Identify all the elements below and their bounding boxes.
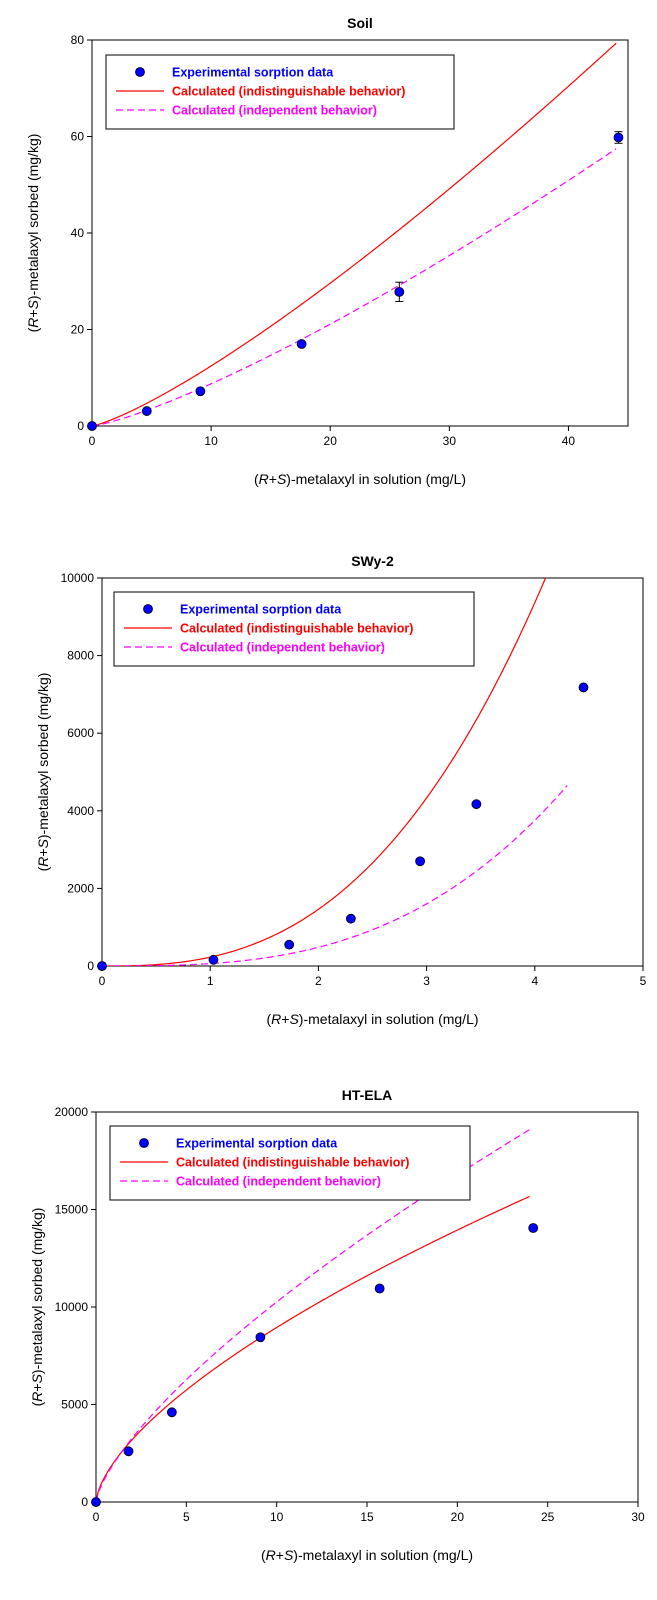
legend-label-independent: Calculated (independent behavior) bbox=[176, 1175, 381, 1189]
y-tick-label: 8000 bbox=[67, 649, 94, 663]
legend-label-indistinguishable: Calculated (indistinguishable behavior) bbox=[172, 85, 405, 99]
chart-title: Soil bbox=[347, 15, 373, 31]
curve-indistinguishable bbox=[92, 42, 617, 426]
data-point bbox=[578, 682, 589, 693]
legend-marker-experimental bbox=[135, 67, 145, 77]
legend-label-experimental: Experimental sorption data bbox=[176, 1137, 338, 1151]
x-axis-label: (R+S)-metalaxyl in solution (mg/L) bbox=[254, 471, 466, 487]
chart-title: HT-ELA bbox=[342, 1087, 393, 1103]
data-point bbox=[166, 1407, 177, 1418]
data-point bbox=[87, 421, 97, 431]
x-tick-label: 2 bbox=[315, 974, 322, 988]
x-tick-label: 20 bbox=[451, 1510, 465, 1524]
y-tick-label: 0 bbox=[81, 1495, 88, 1509]
x-tick-label: 1 bbox=[207, 974, 214, 988]
data-point bbox=[91, 1497, 101, 1507]
x-tick-label: 30 bbox=[631, 1510, 645, 1524]
data-point bbox=[195, 386, 206, 397]
data-point bbox=[394, 286, 405, 297]
legend-marker-experimental bbox=[143, 604, 153, 614]
legend-label-independent: Calculated (independent behavior) bbox=[180, 641, 385, 655]
legend-box bbox=[105, 54, 455, 130]
curve-independent bbox=[92, 148, 617, 426]
curve-independent bbox=[102, 785, 568, 966]
x-tick-label: 5 bbox=[640, 974, 647, 988]
data-point bbox=[141, 406, 152, 416]
x-tick-label: 15 bbox=[360, 1510, 374, 1524]
legend-label-independent: Calculated (independent behavior) bbox=[172, 104, 377, 118]
x-tick-label: 10 bbox=[270, 1510, 284, 1524]
y-tick-label: 10000 bbox=[61, 571, 95, 585]
y-tick-label: 15000 bbox=[55, 1203, 89, 1217]
x-tick-label: 0 bbox=[89, 434, 96, 448]
chart-panel-1: Soil 0 10 20 30 40 0 20 40 60 80 (R+S)-metalaxyl in… bbox=[25, 15, 629, 487]
data-point bbox=[123, 1446, 134, 1457]
y-tick-label: 0 bbox=[77, 419, 84, 433]
x-tick-label: 0 bbox=[93, 1510, 100, 1524]
data-point bbox=[415, 856, 426, 867]
x-tick-label: 40 bbox=[562, 434, 576, 448]
x-axis-label: (R+S)-metalaxyl in solution (mg/L) bbox=[261, 1547, 473, 1563]
x-axis-label: (R+S)-metalaxyl in solution (mg/L) bbox=[266, 1011, 478, 1027]
x-tick-label: 4 bbox=[531, 974, 538, 988]
y-tick-label: 5000 bbox=[61, 1398, 88, 1412]
plot-frame bbox=[101, 577, 644, 967]
y-axis-label: (R+S)-metalaxyl sorbed (mg/kg) bbox=[25, 134, 41, 333]
data-point bbox=[97, 961, 107, 971]
y-tick-label: 20 bbox=[71, 323, 85, 337]
x-tick-label: 25 bbox=[541, 1510, 555, 1524]
legend-label-indistinguishable: Calculated (indistinguishable behavior) bbox=[176, 1156, 409, 1170]
y-tick-label: 0 bbox=[87, 959, 94, 973]
y-tick-label: 10000 bbox=[55, 1300, 89, 1314]
data-point bbox=[471, 799, 482, 810]
data-point bbox=[528, 1223, 539, 1233]
x-tick-label: 30 bbox=[443, 434, 457, 448]
legend-box bbox=[109, 1125, 471, 1201]
x-tick-label: 0 bbox=[99, 974, 106, 988]
y-axis-label: (R+S)-metalaxyl sorbed (mg/kg) bbox=[35, 673, 51, 872]
y-tick-label: 6000 bbox=[67, 726, 94, 740]
x-tick-label: 5 bbox=[183, 1510, 190, 1524]
legend-box bbox=[113, 591, 475, 667]
y-tick-label: 2000 bbox=[67, 881, 94, 895]
chart-title: SWy-2 bbox=[351, 553, 394, 569]
legend-label-indistinguishable: Calculated (indistinguishable behavior) bbox=[180, 622, 413, 636]
legend-marker-experimental bbox=[139, 1138, 149, 1148]
y-tick-label: 20000 bbox=[55, 1105, 89, 1119]
data-point bbox=[255, 1332, 266, 1343]
chart-panel-2: SWy-2 0 1 2 3 4 5 0 2000 4000 6000 8000 10000 (R+S)-m… bbox=[35, 553, 647, 1027]
x-tick-label: 20 bbox=[324, 434, 338, 448]
y-tick-label: 4000 bbox=[67, 804, 94, 818]
chart-panel-3: HT-ELA 0 5 10 15 20 25 30 0 5000 10000 15000 20000 (R… bbox=[29, 1087, 645, 1563]
legend-label-experimental: Experimental sorption data bbox=[172, 66, 334, 80]
data-point bbox=[284, 939, 295, 950]
y-tick-label: 80 bbox=[71, 33, 85, 47]
legend-label-experimental: Experimental sorption data bbox=[180, 603, 342, 617]
y-axis-label: (R+S)-metalaxyl sorbed (mg/kg) bbox=[29, 1208, 45, 1407]
curve-indistinguishable bbox=[96, 1195, 530, 1502]
data-point bbox=[345, 913, 356, 924]
x-tick-label: 3 bbox=[423, 974, 430, 988]
x-tick-label: 10 bbox=[204, 434, 218, 448]
curve-indistinguishable bbox=[102, 578, 547, 966]
data-point bbox=[296, 339, 307, 349]
data-point bbox=[208, 954, 219, 965]
y-tick-label: 60 bbox=[71, 130, 85, 144]
data-point bbox=[374, 1283, 385, 1294]
data-point bbox=[613, 132, 624, 143]
y-tick-label: 40 bbox=[71, 226, 85, 240]
